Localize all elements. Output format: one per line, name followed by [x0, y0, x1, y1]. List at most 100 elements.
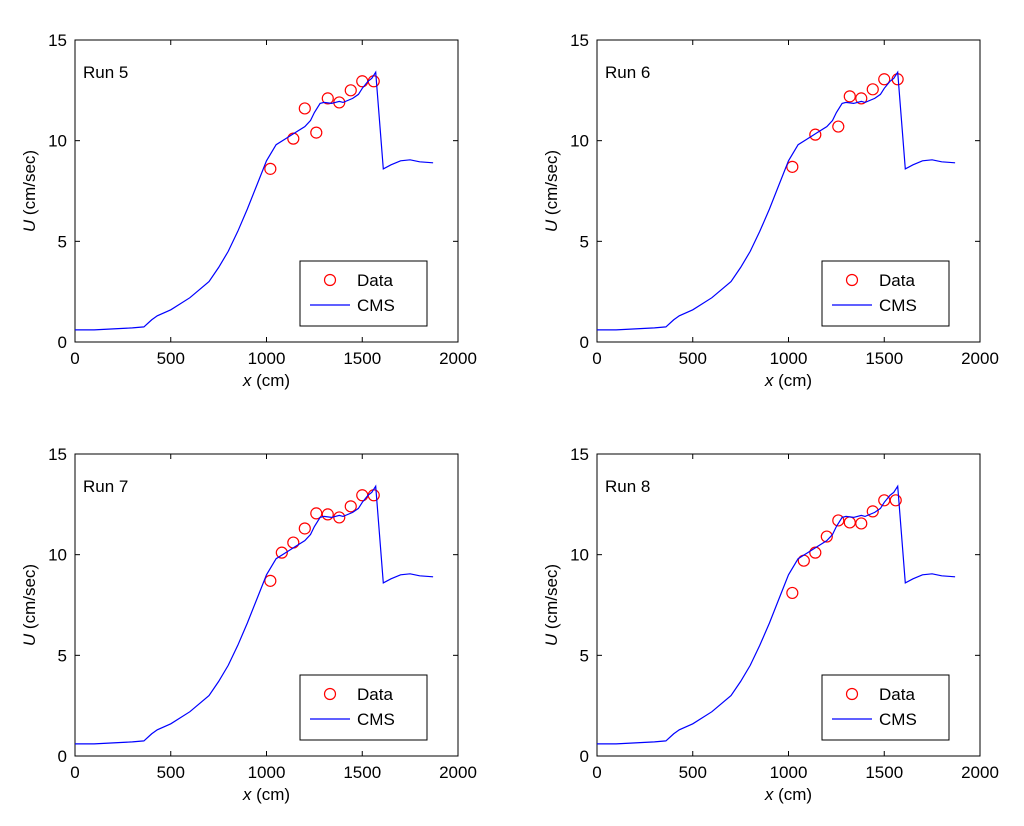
x-tick-label: 1000 [248, 349, 286, 368]
data-point-marker [866, 83, 879, 96]
y-axis-label-unit: (cm/sec) [20, 564, 39, 634]
data-point-marker [264, 162, 277, 175]
data-point-marker [298, 102, 311, 115]
x-tick-label: 1000 [770, 763, 808, 782]
legend-data-marker [323, 687, 337, 701]
x-tick-label: 2000 [439, 349, 477, 368]
data-point-marker [344, 500, 357, 513]
data-point-marker [264, 574, 277, 587]
data-point-marker [298, 522, 311, 535]
y-axis-label-variable: U [20, 219, 39, 232]
chart-panel-4: 0 500 1000 1500 2000 0 5 10 15 x (cm) U (cm/sec) Ru… [542, 445, 999, 804]
cms-series-line [75, 70, 434, 331]
data-point-marker [786, 160, 799, 173]
x-axis-label-variable: x [242, 371, 252, 390]
data-point-marker [310, 126, 323, 139]
data-point-marker [832, 514, 845, 527]
x-axis-label: x (cm) [242, 371, 290, 390]
y-axis-label: U (cm/sec) [542, 564, 561, 646]
y-tick-label: 10 [570, 132, 589, 151]
y-tick-label: 0 [580, 333, 589, 352]
y-axis-label: U (cm/sec) [20, 150, 39, 232]
x-axis-label-unit: (cm) [251, 785, 290, 804]
x-tick-label: 1500 [865, 349, 903, 368]
x-tick-label: 2000 [439, 763, 477, 782]
data-point-marker [832, 120, 845, 133]
run-title: Run 6 [605, 63, 650, 82]
legend-data-marker [845, 273, 859, 287]
y-tick-label: 10 [48, 546, 67, 565]
chart-panel-3: 0 500 1000 1500 2000 0 5 10 15 x (cm) U (cm/sec) Ru… [20, 445, 477, 804]
y-axis-label-unit: (cm/sec) [20, 150, 39, 220]
y-axis-label: U (cm/sec) [20, 564, 39, 646]
chart-panel-2: 0 500 1000 1500 2000 0 5 10 15 x (cm) U (cm/sec) Ru… [542, 31, 999, 390]
data-point-marker [866, 505, 879, 518]
x-tick-label: 0 [592, 349, 601, 368]
y-axis-label-variable: U [542, 633, 561, 646]
data-point-marker [321, 508, 334, 521]
data-point-marker [820, 530, 833, 543]
data-point-marker [809, 128, 822, 141]
y-axis-label: U (cm/sec) [542, 150, 561, 232]
x-tick-label: 500 [679, 763, 707, 782]
x-tick-label: 1500 [343, 763, 381, 782]
y-tick-label: 0 [580, 747, 589, 766]
y-tick-label: 15 [48, 31, 67, 50]
x-tick-label: 1000 [770, 349, 808, 368]
data-point-marker [321, 92, 334, 105]
x-axis-label-unit: (cm) [773, 785, 812, 804]
y-tick-label: 15 [570, 31, 589, 50]
x-tick-label: 1000 [248, 763, 286, 782]
x-axis-label-unit: (cm) [251, 371, 290, 390]
y-tick-label: 15 [48, 445, 67, 464]
x-axis-label-variable: x [764, 785, 774, 804]
x-tick-label: 500 [157, 349, 185, 368]
legend-data-label: Data [357, 685, 393, 704]
y-axis-label-variable: U [20, 633, 39, 646]
x-axis-label: x (cm) [764, 785, 812, 804]
legend-data-label: Data [357, 271, 393, 290]
legend-box [821, 674, 950, 741]
data-point-marker [855, 92, 868, 105]
run-title: Run 7 [83, 477, 128, 496]
data-point-marker [843, 90, 856, 103]
x-tick-label: 0 [70, 349, 79, 368]
data-point-marker [855, 517, 868, 530]
data-point-marker [275, 546, 288, 559]
x-axis-label: x (cm) [242, 785, 290, 804]
x-tick-label: 1500 [343, 349, 381, 368]
cms-series-line [75, 484, 434, 745]
legend-box [299, 260, 428, 327]
chart-panel-1: 0 500 1000 1500 2000 0 5 10 15 x (cm) U (cm/sec) Ru… [20, 31, 477, 390]
y-tick-label: 15 [570, 445, 589, 464]
x-tick-label: 0 [70, 763, 79, 782]
legend-cms-label: CMS [357, 296, 395, 315]
cms-series-line [597, 70, 956, 331]
legend-data-label: Data [879, 685, 915, 704]
y-axis-label-unit: (cm/sec) [542, 150, 561, 220]
x-tick-label: 500 [157, 763, 185, 782]
cms-series-line [597, 484, 956, 745]
data-point-marker [889, 494, 902, 507]
y-tick-label: 5 [580, 232, 589, 251]
x-tick-label: 500 [679, 349, 707, 368]
x-axis-label-variable: x [764, 371, 774, 390]
y-tick-label: 5 [58, 232, 67, 251]
legend-data-marker [845, 687, 859, 701]
legend-box [821, 260, 950, 327]
x-axis-label-variable: x [242, 785, 252, 804]
run-title: Run 5 [83, 63, 128, 82]
legend-data-marker [323, 273, 337, 287]
legend-box [299, 674, 428, 741]
data-point-marker [786, 586, 799, 600]
legend-cms-label: CMS [357, 710, 395, 729]
legend: Data CMS [299, 260, 428, 327]
y-tick-label: 10 [570, 546, 589, 565]
x-tick-label: 1500 [865, 763, 903, 782]
legend-data-label: Data [879, 271, 915, 290]
legend: Data CMS [821, 260, 950, 327]
legend: Data CMS [821, 674, 950, 741]
x-tick-label: 2000 [961, 349, 999, 368]
data-point-marker [344, 84, 357, 97]
